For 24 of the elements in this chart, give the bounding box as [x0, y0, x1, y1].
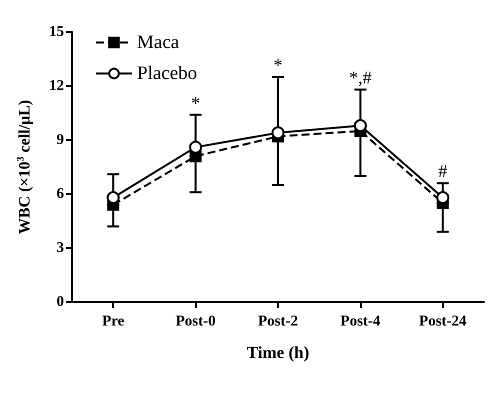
x-tick-label: Post-4 — [340, 314, 381, 330]
annotation: * — [191, 92, 200, 113]
point — [354, 119, 367, 132]
point — [106, 191, 120, 204]
y-tick-label: 12 — [49, 78, 64, 94]
y-tick-label: 6 — [56, 186, 64, 202]
point — [272, 126, 284, 140]
y-tick-label: 3 — [56, 240, 64, 256]
legend-label: Maca — [137, 32, 180, 53]
x-axis-title: Time (h) — [246, 343, 310, 362]
x-tick-label: Post-2 — [258, 314, 298, 330]
legend-label: Placebo — [137, 63, 198, 84]
y-tick-label: 9 — [56, 132, 64, 148]
x-tick-label: Post-0 — [176, 314, 216, 330]
annotation: *,# — [349, 68, 372, 88]
x-tick-label: Post-24 — [419, 314, 468, 330]
annotation: # — [438, 161, 448, 182]
x-tick-label: Pre — [102, 314, 125, 330]
y-tick-label: 15 — [49, 24, 64, 40]
point — [436, 191, 450, 204]
point — [189, 140, 202, 154]
y-tick-label: 0 — [56, 294, 64, 310]
annotation: * — [274, 55, 282, 75]
y-axis-title: WBC (×103 cell/μL) — [16, 100, 34, 234]
